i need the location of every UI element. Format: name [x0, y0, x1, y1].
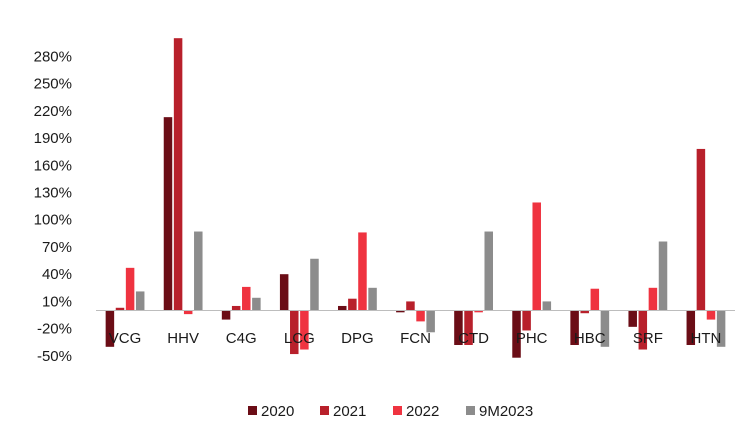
x-category-label: VCG [109, 330, 142, 347]
legend-label: 2021 [333, 403, 366, 420]
bar-srf-2020 [628, 310, 637, 327]
bar-dpg-2022 [358, 232, 367, 311]
legend-swatch [466, 406, 475, 415]
bar-fcn-2022 [416, 310, 425, 322]
bar-phc-2020 [512, 310, 521, 358]
bar-srf-2021 [638, 310, 648, 350]
bar-htn-9m2023 [716, 310, 726, 347]
bar-c4g-2021 [231, 305, 241, 311]
bar-htn-2021 [696, 148, 706, 311]
bar-htn-2020 [686, 310, 696, 345]
bar-dpg-9m2023 [368, 287, 377, 311]
x-axis: VCG HHV C4G LCG DPG FCN CTD PHC HBC SRF HTN [96, 310, 735, 347]
legend-swatch [320, 406, 329, 415]
bar-hbc-2021 [580, 310, 589, 314]
bar-srf-2022 [648, 287, 658, 311]
legend-swatch [393, 406, 402, 415]
y-tick-label: 130% [34, 184, 72, 201]
bar-ctd-2022 [474, 310, 483, 313]
x-category-label: C4G [226, 330, 257, 347]
y-tick-label: -20% [37, 321, 72, 338]
legend-label: 9M2023 [479, 403, 533, 420]
x-category-label: HTN [691, 330, 722, 347]
x-category-label: FCN [400, 330, 431, 347]
x-category-label: CTD [458, 330, 489, 347]
x-category-label: HHV [167, 330, 199, 347]
y-tick-label: 250% [34, 76, 72, 93]
bar-ctd-9m2023 [484, 231, 493, 311]
y-tick-label: 70% [42, 239, 72, 256]
bar-c4g-2022 [242, 286, 251, 311]
legend-swatch [248, 406, 257, 415]
bar-hhv-2020 [163, 117, 173, 311]
y-axis: 280% 250% 220% 190% 160% 130% 100% 70% 40% 10% -20… [34, 48, 72, 365]
y-tick-label: 10% [42, 293, 72, 310]
x-category-label: HBC [574, 330, 606, 347]
y-tick-label: 100% [34, 212, 72, 229]
bar-dpg-2021 [348, 298, 357, 311]
bar-fcn-2020 [396, 310, 405, 313]
y-tick-label: 280% [34, 48, 72, 65]
bar-c4g-9m2023 [252, 297, 261, 311]
legend-label: 2020 [261, 403, 294, 420]
bar-hhv-9m2023 [194, 231, 203, 311]
bar-fcn-9m2023 [426, 310, 435, 333]
x-category-label: LCG [284, 330, 315, 347]
y-tick-label: 190% [34, 130, 72, 147]
bar-c4g-2020 [221, 310, 231, 320]
bar-vcg-2021 [115, 307, 125, 311]
bar-phc-9m2023 [542, 301, 552, 311]
bar-hbc-9m2023 [600, 310, 610, 347]
bar-vcg-2022 [125, 267, 135, 311]
bar-lcg-2020 [279, 274, 289, 311]
bar-hhv-2021 [173, 38, 183, 311]
bar-phc-2021 [522, 310, 531, 331]
x-category-label: PHC [516, 330, 548, 347]
bar-hbc-2022 [590, 288, 600, 311]
bar-vcg-2020 [105, 310, 115, 347]
y-tick-label: 40% [42, 266, 72, 283]
y-tick-label: -50% [37, 348, 72, 365]
bar-hbc-2020 [570, 310, 579, 345]
bar-lcg-2021 [290, 310, 299, 355]
bars [105, 38, 726, 358]
bar-ctd-2020 [454, 310, 463, 345]
bar-dpg-2020 [338, 305, 347, 311]
legend-label: 2022 [406, 403, 439, 420]
legend: 2020 2021 2022 9M2023 [248, 403, 533, 420]
x-category-label: SRF [633, 330, 663, 347]
y-tick-label: 220% [34, 103, 72, 120]
bar-vcg-9m2023 [135, 291, 145, 311]
bar-phc-2022 [532, 202, 541, 311]
y-tick-label: 160% [34, 157, 72, 174]
bar-lcg-2022 [300, 310, 309, 350]
bar-fcn-2021 [406, 301, 415, 311]
bar-hhv-2022 [183, 310, 193, 315]
bar-srf-9m2023 [658, 241, 668, 311]
x-category-label: DPG [341, 330, 374, 347]
bar-lcg-9m2023 [310, 258, 319, 311]
bar-htn-2022 [706, 310, 716, 320]
bar-ctd-2021 [464, 310, 473, 345]
